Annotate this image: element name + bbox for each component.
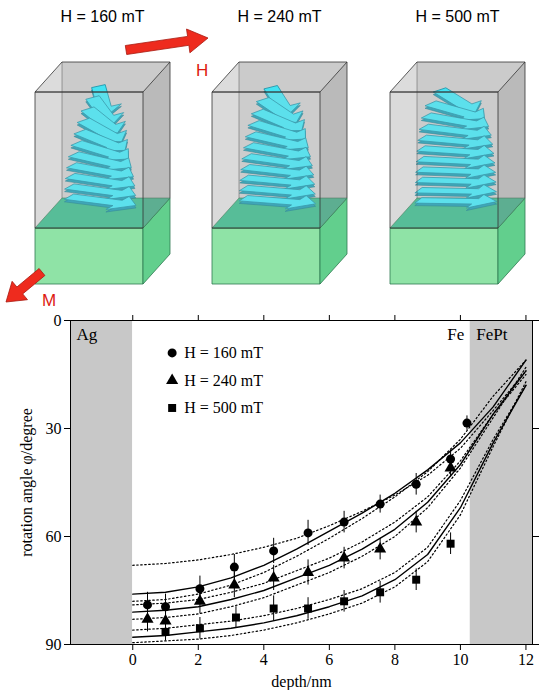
- svg-text:Ag: Ag: [77, 325, 98, 344]
- svg-text:H: H: [196, 61, 208, 80]
- svg-text:30: 30: [46, 420, 62, 437]
- svg-text:12: 12: [518, 651, 534, 668]
- svg-text:FePt: FePt: [476, 325, 507, 344]
- svg-text:H = 160 mT: H = 160 mT: [184, 344, 263, 361]
- svg-text:0: 0: [54, 312, 62, 329]
- svg-text:2: 2: [194, 651, 202, 668]
- svg-text:6: 6: [325, 651, 333, 668]
- svg-text:H = 500 mT: H = 500 mT: [415, 8, 499, 25]
- svg-text:H = 500 mT: H = 500 mT: [184, 399, 263, 416]
- svg-text:0: 0: [129, 651, 137, 668]
- svg-text:M: M: [42, 291, 56, 310]
- svg-text:8: 8: [391, 651, 399, 668]
- svg-text:60: 60: [46, 528, 62, 545]
- svg-text:H = 240 mT: H = 240 mT: [237, 8, 321, 25]
- svg-text:H = 160 mT: H = 160 mT: [60, 8, 144, 25]
- svg-text:H = 240 mT: H = 240 mT: [184, 372, 263, 389]
- svg-text:rotation angle φ/degree: rotation angle φ/degree: [18, 408, 36, 557]
- svg-text:90: 90: [46, 636, 62, 653]
- svg-text:10: 10: [452, 651, 468, 668]
- svg-text:Fe: Fe: [447, 325, 464, 344]
- svg-text:depth/nm: depth/nm: [271, 673, 332, 690]
- svg-text:4: 4: [260, 651, 268, 668]
